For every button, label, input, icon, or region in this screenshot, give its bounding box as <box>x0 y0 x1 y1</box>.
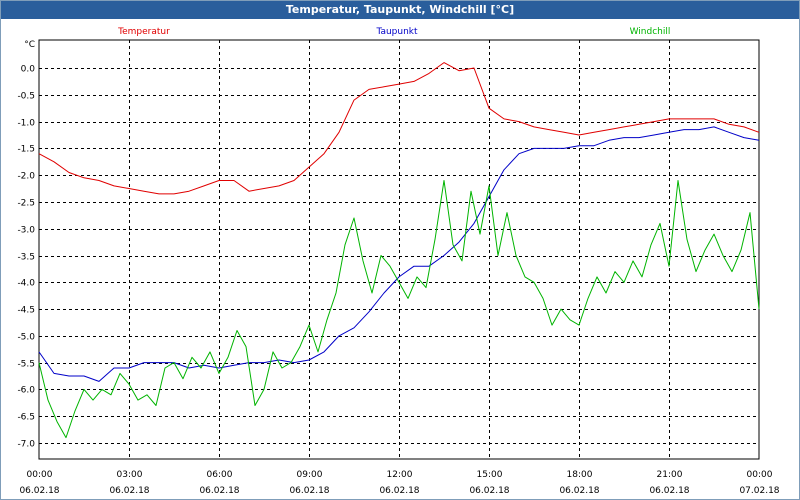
grid <box>39 40 759 459</box>
series-line-temperatur <box>38 62 760 195</box>
y-tick-label: -4.0 <box>17 279 35 289</box>
x-tick-time: 15:00 <box>477 470 503 480</box>
x-tick-time: 12:00 <box>387 470 413 480</box>
y-tick-label: -0.5 <box>17 92 35 102</box>
y-tick-label: -1.0 <box>17 119 35 129</box>
y-tick-label: -7.0 <box>17 440 35 450</box>
y-tick-label: -3.0 <box>17 226 35 236</box>
x-tick-time: 18:00 <box>567 470 593 480</box>
y-tick-label: -6.5 <box>17 413 35 423</box>
y-tick-label: -1.5 <box>17 145 35 155</box>
y-tick-label: -2.5 <box>17 199 35 209</box>
x-tick-date: 06.02.18 <box>379 486 419 496</box>
legend-label-temperatur: Temperatur <box>117 27 170 37</box>
y-tick-label: -6.0 <box>17 386 35 396</box>
series-line-windchill <box>38 180 760 439</box>
y-axis-label: °C <box>24 40 35 50</box>
legend-label-taupunkt: Taupunkt <box>375 27 418 37</box>
plot-area <box>38 39 760 460</box>
legend: Temperatur Taupunkt Windchill <box>117 27 670 37</box>
series-lines <box>38 62 760 439</box>
x-tick-date: 06.02.18 <box>469 486 509 496</box>
y-tick-label: -4.5 <box>17 306 35 316</box>
y-tick-label: -5.5 <box>17 360 35 370</box>
y-tick-label: -3.5 <box>17 253 35 263</box>
y-tick-label: -2.0 <box>17 172 35 182</box>
x-tick-time: 03:00 <box>117 470 143 480</box>
x-tick-date: 06.02.18 <box>649 486 689 496</box>
x-tick-time: 00:00 <box>747 470 773 480</box>
axes: 0.0 -0.5 -1.0 -1.5 -2.0 -2.5 -3.0 -3.5 -4.0 -4.5 -… <box>17 40 779 496</box>
x-tick-date: 06.02.18 <box>199 486 239 496</box>
x-tick-time: 06:00 <box>207 470 233 480</box>
x-tick-date: 06.02.18 <box>289 486 329 496</box>
chart-title: Temperatur, Taupunkt, Windchill [°C] <box>1 1 799 19</box>
y-tick-label: -5.0 <box>17 333 35 343</box>
x-tick-time: 09:00 <box>297 470 323 480</box>
x-tick-date: 06.02.18 <box>559 486 599 496</box>
x-tick-time: 21:00 <box>657 470 683 480</box>
y-tick-label: 0.0 <box>21 65 36 75</box>
legend-label-windchill: Windchill <box>630 27 671 37</box>
x-tick-date: 06.02.18 <box>19 486 59 496</box>
x-tick-date: 06.02.18 <box>109 486 149 496</box>
x-tick-time: 00:00 <box>27 470 53 480</box>
series-line-taupunkt <box>38 126 760 382</box>
x-tick-date: 07.02.18 <box>739 486 779 496</box>
